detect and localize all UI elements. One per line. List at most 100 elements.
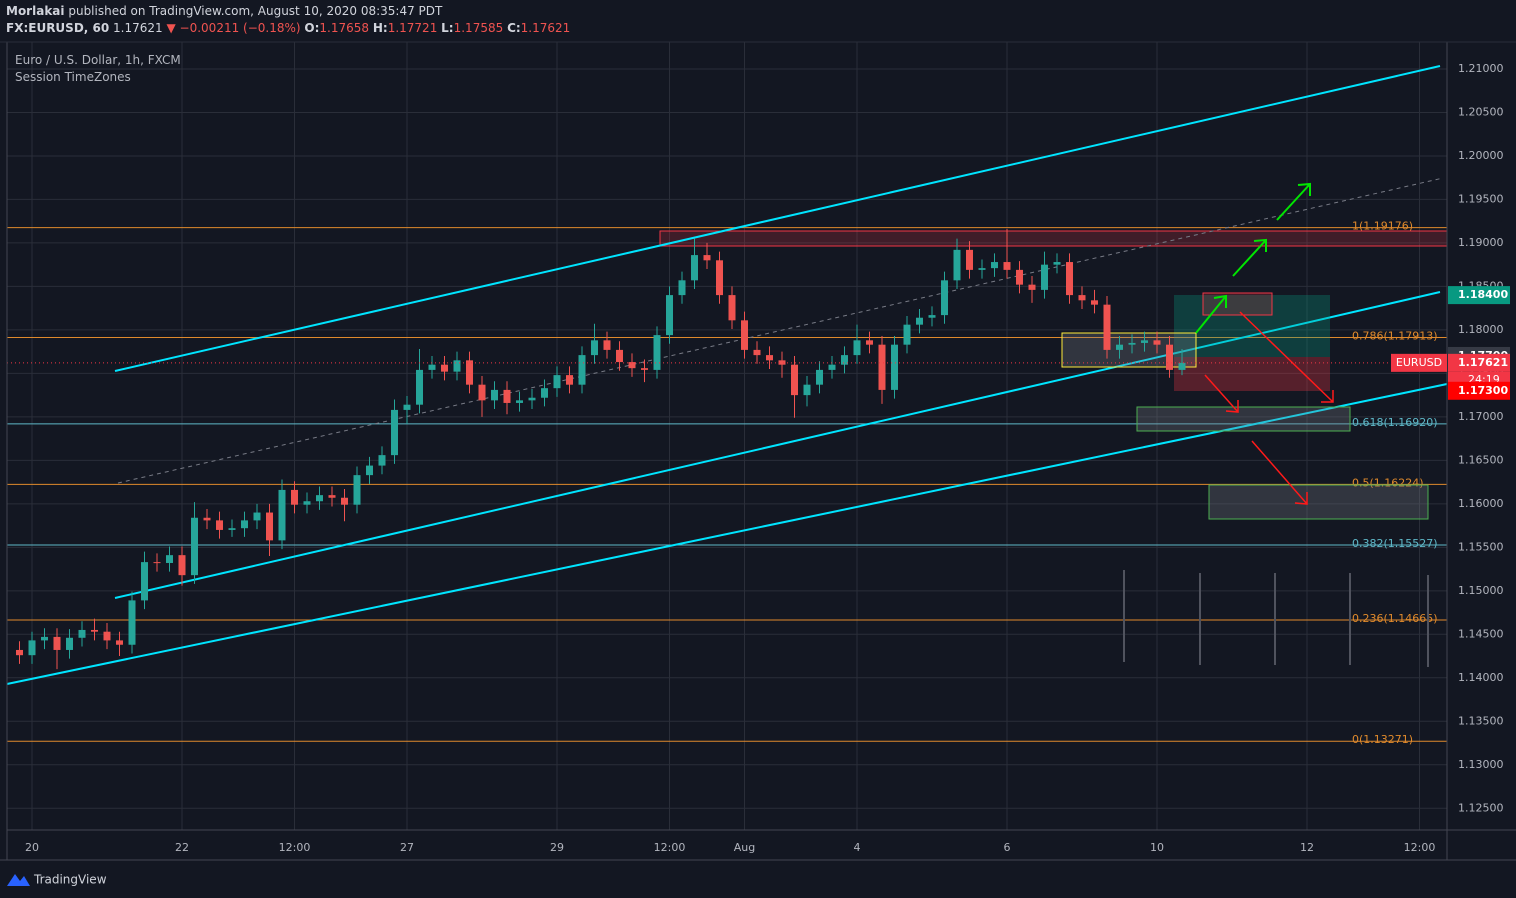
candle-body	[341, 497, 348, 505]
support-box	[1208, 484, 1429, 520]
price-badge-label: 1.18400	[1458, 288, 1508, 301]
fib-label: 0(1.13271)	[1352, 733, 1413, 746]
x-tick-label: 12	[1300, 841, 1314, 854]
candle-body	[716, 260, 723, 296]
ohlc-value: 1.17658	[319, 21, 370, 35]
y-tick-label: 1.15000	[1458, 584, 1504, 597]
candle-body	[903, 324, 911, 345]
publisher: Morlakai	[6, 4, 65, 18]
candle-body	[991, 262, 998, 269]
candle-body	[416, 369, 423, 405]
y-tick-label: 1.12500	[1458, 801, 1504, 814]
y-tick-label: 1.17000	[1458, 410, 1504, 423]
candle-body	[853, 340, 861, 356]
candle-body	[516, 400, 523, 403]
candle-body	[578, 355, 586, 385]
candle-body	[791, 364, 798, 396]
series-title: Euro / U.S. Dollar, 1h, FXCM	[15, 53, 181, 67]
candle-body	[866, 340, 873, 345]
header: Morlakai published on TradingView.com, A…	[6, 3, 570, 37]
zone-box	[1202, 292, 1273, 316]
candle-body	[641, 368, 648, 370]
candle-body	[303, 501, 311, 505]
candle-body	[153, 562, 161, 564]
x-tick-label: 12:00	[654, 841, 686, 854]
ohlc: O:1.17658 H:1.17721 L:1.17585 C:1.17621	[304, 21, 570, 35]
up-arrows	[1195, 182, 1311, 334]
brand-name: TradingView	[33, 873, 107, 887]
grid	[7, 42, 1447, 830]
fib-label: 0.236(1.14665)	[1352, 612, 1438, 625]
x-tick-label: 22	[175, 841, 189, 854]
candle-body	[803, 384, 811, 396]
range-box	[1061, 332, 1197, 368]
candle-body	[378, 455, 386, 466]
candle-body	[553, 375, 561, 389]
resistance-zone	[659, 230, 1448, 247]
candle-body	[816, 369, 823, 385]
symbol-label: EURUSD	[1396, 356, 1442, 369]
ohlc-value: 1.17585	[453, 21, 504, 35]
y-tick-label: 1.19000	[1458, 236, 1504, 249]
candle-body	[103, 631, 111, 641]
legend: Euro / U.S. Dollar, 1h, FXCM Session Tim…	[15, 52, 181, 86]
candle-body	[266, 512, 273, 541]
channel-line	[6, 383, 1448, 685]
candle-body	[228, 528, 236, 530]
session-lines	[1123, 570, 1429, 667]
candle-body	[328, 495, 336, 498]
candle-body	[1178, 362, 1186, 370]
x-tick-label: 20	[25, 841, 39, 854]
y-tick-label: 1.18000	[1458, 323, 1504, 336]
candle-body	[116, 640, 123, 645]
candle-body	[78, 629, 86, 638]
fib-label: 0.618(1.16920)	[1352, 416, 1438, 429]
y-tick-label: 1.16000	[1458, 497, 1504, 510]
candle-body	[528, 397, 536, 401]
candle-body	[203, 517, 211, 521]
candles	[7, 228, 1447, 670]
y-tick-label: 1.21000	[1458, 62, 1504, 75]
mid-line	[117, 177, 1444, 484]
candle-body	[441, 364, 448, 372]
y-tick-label: 1.20000	[1458, 149, 1504, 162]
ohlc-value: 1.17621	[520, 21, 571, 35]
candle-body	[353, 475, 361, 505]
candle-body	[941, 280, 948, 316]
arrow	[1239, 311, 1334, 403]
candle-body	[1128, 342, 1136, 345]
candle-body	[216, 520, 223, 530]
candle-body	[428, 364, 436, 370]
candle-body	[603, 340, 611, 350]
candle-body	[166, 555, 173, 563]
candle-body	[391, 409, 398, 456]
arrow	[1232, 238, 1267, 277]
y-tick-label: 1.19500	[1458, 192, 1504, 205]
candle-body	[1003, 262, 1011, 270]
channel-line	[114, 65, 1441, 372]
x-tick-label: 29	[550, 841, 564, 854]
drawings	[6, 65, 1448, 685]
candle-body	[16, 649, 23, 656]
y-tick-label: 1.16500	[1458, 453, 1504, 466]
candle-body	[616, 349, 623, 363]
price-badge	[1448, 353, 1510, 372]
candle-body	[41, 636, 48, 641]
candle-body	[1028, 284, 1036, 290]
indicator: Session TimeZones	[15, 70, 131, 84]
candle-body	[1116, 344, 1123, 350]
published: published on TradingView.com, August 10,…	[68, 4, 443, 18]
candle-body	[741, 320, 748, 350]
x-tick-label: 10	[1150, 841, 1164, 854]
candle-body	[503, 389, 511, 403]
candle-body	[953, 249, 961, 281]
x-tick-label: 6	[1004, 841, 1011, 854]
candle-body	[491, 389, 498, 401]
candle-body	[1091, 300, 1098, 305]
candle-body	[1053, 262, 1061, 265]
candle-body	[1141, 340, 1148, 343]
candle-body	[191, 517, 198, 576]
candle-body	[466, 360, 473, 385]
candle-body	[366, 465, 373, 476]
